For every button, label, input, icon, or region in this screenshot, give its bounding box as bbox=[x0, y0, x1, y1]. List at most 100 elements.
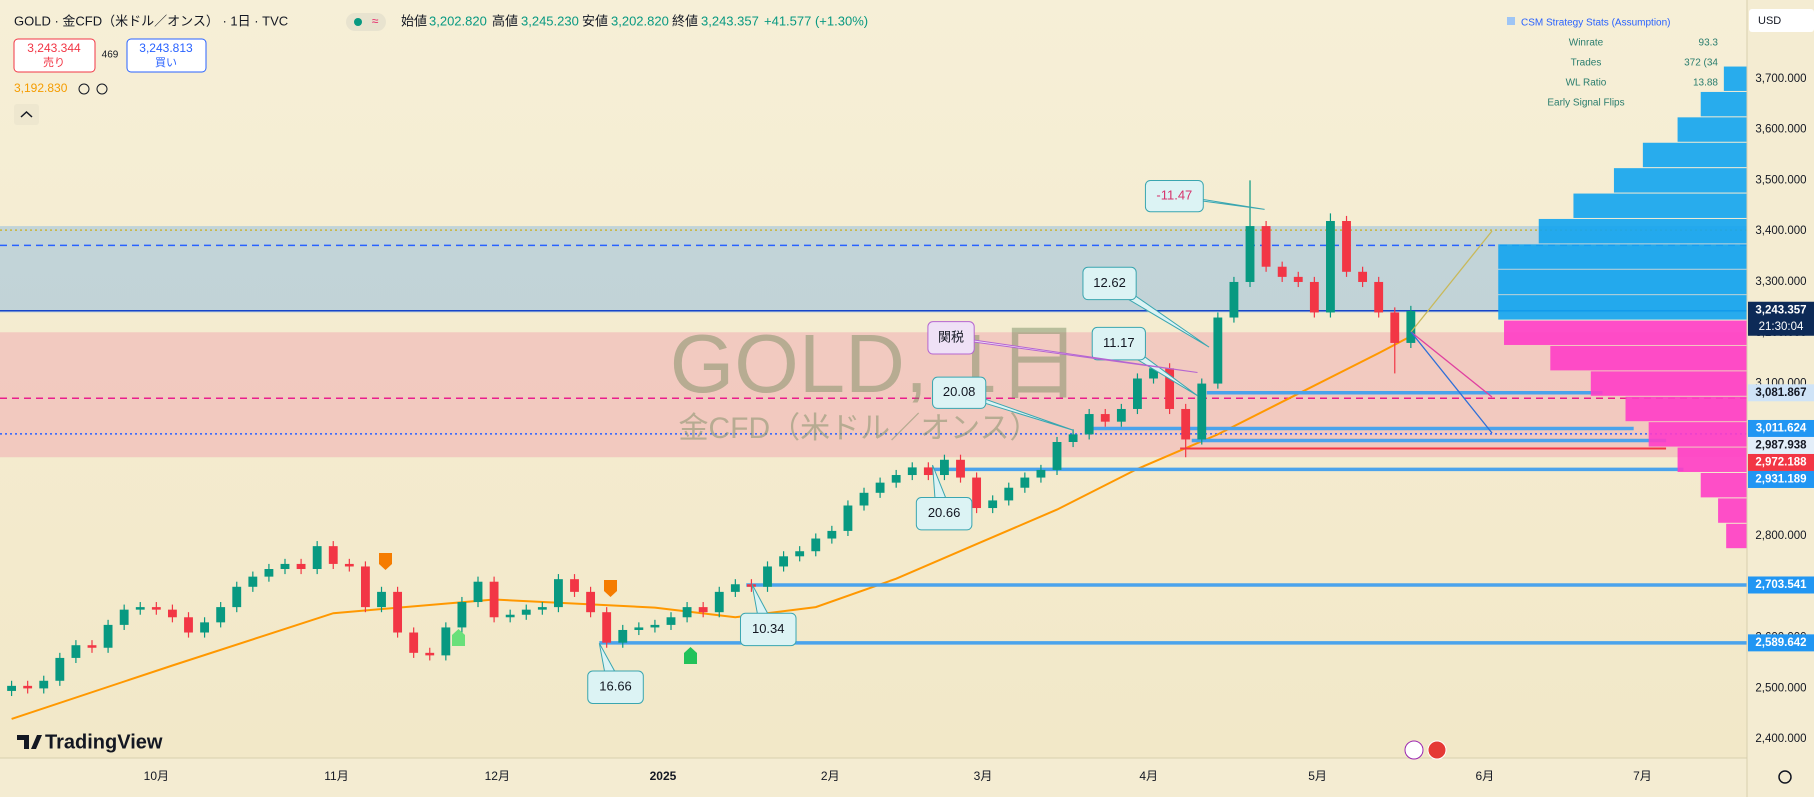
profile-bar bbox=[1677, 447, 1747, 472]
price-tag bbox=[1748, 384, 1814, 402]
candle-body bbox=[200, 622, 210, 633]
x-tick-label: 7月 bbox=[1633, 769, 1652, 783]
candle-body bbox=[618, 629, 628, 643]
main-layer bbox=[0, 180, 1748, 720]
price-tag-label: 2,931.189 bbox=[1755, 474, 1806, 486]
callout-box bbox=[1091, 326, 1146, 361]
x-tick-label: 10月 bbox=[144, 769, 169, 783]
watermark-subtitle: 金CFD（米ドル／オンス） bbox=[678, 412, 1039, 445]
x-tick-label: 5月 bbox=[1308, 769, 1327, 783]
profile-bar bbox=[1700, 91, 1747, 117]
candle-body bbox=[1358, 271, 1368, 282]
candle-body bbox=[682, 607, 692, 618]
stats-value: 372 (34 bbox=[1684, 58, 1718, 69]
sell-button[interactable] bbox=[13, 38, 96, 73]
candle-body bbox=[377, 591, 386, 608]
watermark-title: GOLD, 1日 bbox=[670, 317, 1081, 410]
candle-body bbox=[1020, 477, 1030, 488]
zone bbox=[0, 332, 1747, 458]
candle-body bbox=[891, 475, 901, 483]
settings-icon[interactable] bbox=[1778, 770, 1792, 784]
price-tag bbox=[1748, 301, 1814, 336]
price-tag-label: 3,243.357 bbox=[1755, 304, 1806, 316]
candle-body bbox=[907, 467, 917, 476]
price-tag bbox=[1748, 453, 1814, 471]
candle-body bbox=[39, 680, 49, 689]
candle-body bbox=[1116, 408, 1126, 422]
y-tick-label: 3,300.000 bbox=[1755, 276, 1806, 288]
profile-bar bbox=[1590, 371, 1747, 396]
candle-body bbox=[1165, 368, 1175, 409]
front-layer: -11.47 12.62 11.17 関税 20.08 20.66 10.34 16.66 bbox=[587, 66, 1747, 704]
candle-body bbox=[843, 505, 853, 531]
candle-body bbox=[553, 579, 563, 608]
candle-body bbox=[698, 607, 708, 613]
price-tag bbox=[1748, 634, 1814, 652]
candle-body bbox=[167, 609, 177, 618]
callout-text: 11.17 bbox=[1103, 335, 1135, 350]
icon[interactable] bbox=[96, 83, 108, 95]
quote-value: 3,202.820 bbox=[429, 13, 487, 28]
quote-value: 3,243.357 bbox=[701, 13, 759, 28]
candle-body bbox=[23, 685, 33, 689]
callout-text: 関税 bbox=[938, 329, 964, 344]
indicator-value: 3,192.830 bbox=[14, 81, 68, 95]
profile-bar bbox=[1648, 422, 1747, 447]
badge-dot bbox=[354, 18, 362, 26]
y-tick-label: 3,500.000 bbox=[1755, 174, 1806, 186]
profile-bar bbox=[1726, 523, 1747, 549]
callout-box bbox=[587, 670, 644, 704]
quote-label: 安値 bbox=[582, 13, 608, 28]
price-tag bbox=[1748, 576, 1814, 594]
candle-body bbox=[972, 477, 982, 509]
candle-body bbox=[1390, 312, 1400, 343]
collapse-button[interactable] bbox=[14, 104, 39, 125]
callout-box bbox=[927, 321, 975, 355]
spread: 469 bbox=[102, 50, 119, 61]
profile-bar bbox=[1700, 472, 1747, 498]
candle-body bbox=[1277, 266, 1287, 277]
stats-icon bbox=[1507, 17, 1515, 25]
candle-body bbox=[1309, 281, 1319, 313]
y-tick-label: 2,800.000 bbox=[1755, 530, 1806, 542]
candle-body bbox=[216, 607, 226, 623]
axis-layer: 3,700.000 3,600.000 3,500.000 3,400.000 3,30… bbox=[144, 73, 1814, 783]
candle-body bbox=[1213, 317, 1223, 384]
candle-body bbox=[988, 500, 998, 509]
profile-bar bbox=[1498, 269, 1747, 295]
candle-body bbox=[827, 530, 837, 539]
candle-body bbox=[956, 459, 965, 478]
x-tick-label: 11月 bbox=[324, 769, 348, 783]
back-layer bbox=[0, 226, 1747, 458]
candle-body bbox=[425, 652, 435, 656]
stats-label: WL Ratio bbox=[1566, 78, 1607, 89]
currency-button[interactable] bbox=[1749, 9, 1814, 32]
candle-body bbox=[570, 579, 579, 592]
candle-body bbox=[537, 607, 547, 610]
x-tick-label: 2月 bbox=[821, 769, 840, 783]
candle-body bbox=[473, 581, 483, 603]
quote-label: 始値 bbox=[401, 13, 427, 28]
price-tag-label: 2,987.938 bbox=[1755, 440, 1807, 452]
profile-bar bbox=[1718, 498, 1747, 523]
profile-bar bbox=[1498, 295, 1747, 320]
buy-button[interactable] bbox=[126, 38, 207, 73]
event-icon[interactable] bbox=[1427, 740, 1447, 760]
candle-body bbox=[55, 657, 65, 681]
profile-bar bbox=[1723, 66, 1747, 91]
callout-text: 20.66 bbox=[928, 505, 961, 520]
stats-value: 93.3 bbox=[1699, 38, 1719, 49]
icon[interactable] bbox=[78, 83, 90, 95]
candle-body bbox=[1229, 281, 1239, 318]
price-tag bbox=[1748, 419, 1814, 437]
candle-body bbox=[280, 563, 290, 570]
candle-body bbox=[489, 581, 499, 618]
event-icon[interactable] bbox=[1404, 740, 1424, 760]
candle-body bbox=[779, 556, 789, 567]
x-tick-label: 3月 bbox=[974, 769, 993, 783]
candle-body bbox=[184, 617, 193, 633]
badge-icon: ≈ bbox=[372, 14, 379, 28]
logo: TradingView bbox=[45, 731, 163, 753]
